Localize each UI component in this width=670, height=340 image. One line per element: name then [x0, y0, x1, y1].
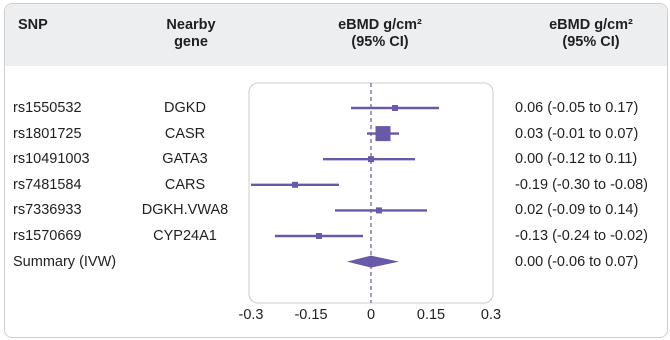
table-header: SNP Nearby gene eBMD g/cm² (95% CI) eBMD… [5, 4, 667, 66]
header-ci-line1: eBMD g/cm² [549, 17, 633, 33]
nearby-gene: GATA3 [162, 151, 208, 168]
effect-ci-label: -0.13 (-0.24 to -0.02) [515, 228, 648, 244]
table-row: rs1550532 DGKD 0.06 (-0.05 to 0.17) [0, 97, 670, 119]
point-estimate [316, 233, 322, 239]
x-tick-label: 0.15 [417, 307, 445, 323]
point-estimate [292, 181, 298, 188]
nearby-gene: CASR [164, 125, 206, 142]
snp-id: Summary (IVW) [13, 253, 117, 270]
x-tick-label: -0.3 [239, 307, 264, 323]
table-row: rs1570669 CYP24A1 -0.13 (-0.24 to -0.02) [0, 225, 670, 247]
plot-panel [248, 82, 494, 304]
header-effect-line1: eBMD g/cm² [338, 17, 422, 33]
nearby-gene: DGKH.VWA8 [141, 202, 229, 219]
effect-ci-label: 0.06 (-0.05 to 0.17) [515, 100, 639, 116]
point-estimate [375, 126, 391, 142]
table-row: Summary (IVW) 0.00 (-0.06 to 0.07) [0, 251, 670, 273]
header-effect-plot: eBMD g/cm² (95% CI) [305, 17, 455, 51]
nearby-gene: CYP24A1 [153, 228, 217, 244]
table-row: rs1801725 CASR 0.03 (-0.01 to 0.07) [0, 123, 670, 145]
snp-id: rs1570669 [13, 228, 82, 244]
effect-ci-label: 0.02 (-0.09 to 0.14) [515, 202, 639, 219]
snp-id: rs1550532 [13, 100, 82, 116]
header-ci-line2: (95% CI) [562, 34, 620, 50]
table-row: rs7336933 DGKH.VWA8 0.02 (-0.09 to 0.14) [0, 199, 670, 221]
point-estimate [368, 156, 374, 163]
snp-id: rs7336933 [13, 202, 82, 219]
effect-ci-label: 0.03 (-0.01 to 0.07) [515, 125, 639, 142]
nearby-gene: CARS [164, 176, 206, 193]
snp-id: rs1801725 [13, 125, 82, 142]
point-estimate [392, 105, 398, 111]
point-estimate [376, 207, 382, 214]
table-row: rs10491003 GATA3 0.00 (-0.12 to 0.11) [0, 148, 670, 170]
effect-ci-label: -0.19 (-0.30 to -0.08) [515, 176, 648, 193]
forest-plot-table: SNP Nearby gene eBMD g/cm² (95% CI) eBMD… [4, 3, 668, 338]
header-effect-line2: (95% CI) [351, 34, 409, 50]
table-row: rs7481584 CARS -0.19 (-0.30 to -0.08) [0, 174, 670, 196]
snp-id: rs10491003 [13, 151, 90, 168]
header-gene-line1: Nearby [166, 17, 216, 33]
effect-ci-label: 0.00 (-0.06 to 0.07) [515, 253, 639, 270]
header-effect-values: eBMD g/cm² (95% CI) [523, 17, 659, 51]
x-tick-label: -0.15 [294, 307, 327, 323]
x-tick-label: 0.3 [481, 307, 501, 323]
snp-id: rs7481584 [13, 176, 82, 193]
nearby-gene: DGKD [164, 100, 206, 116]
effect-ci-label: 0.00 (-0.12 to 0.11) [515, 151, 638, 168]
header-nearby-gene: Nearby gene [155, 17, 227, 51]
header-gene-line2: gene [174, 34, 208, 50]
summary-diamond [347, 255, 399, 268]
header-snp: SNP [18, 17, 48, 33]
x-tick-label: 0 [367, 307, 375, 323]
